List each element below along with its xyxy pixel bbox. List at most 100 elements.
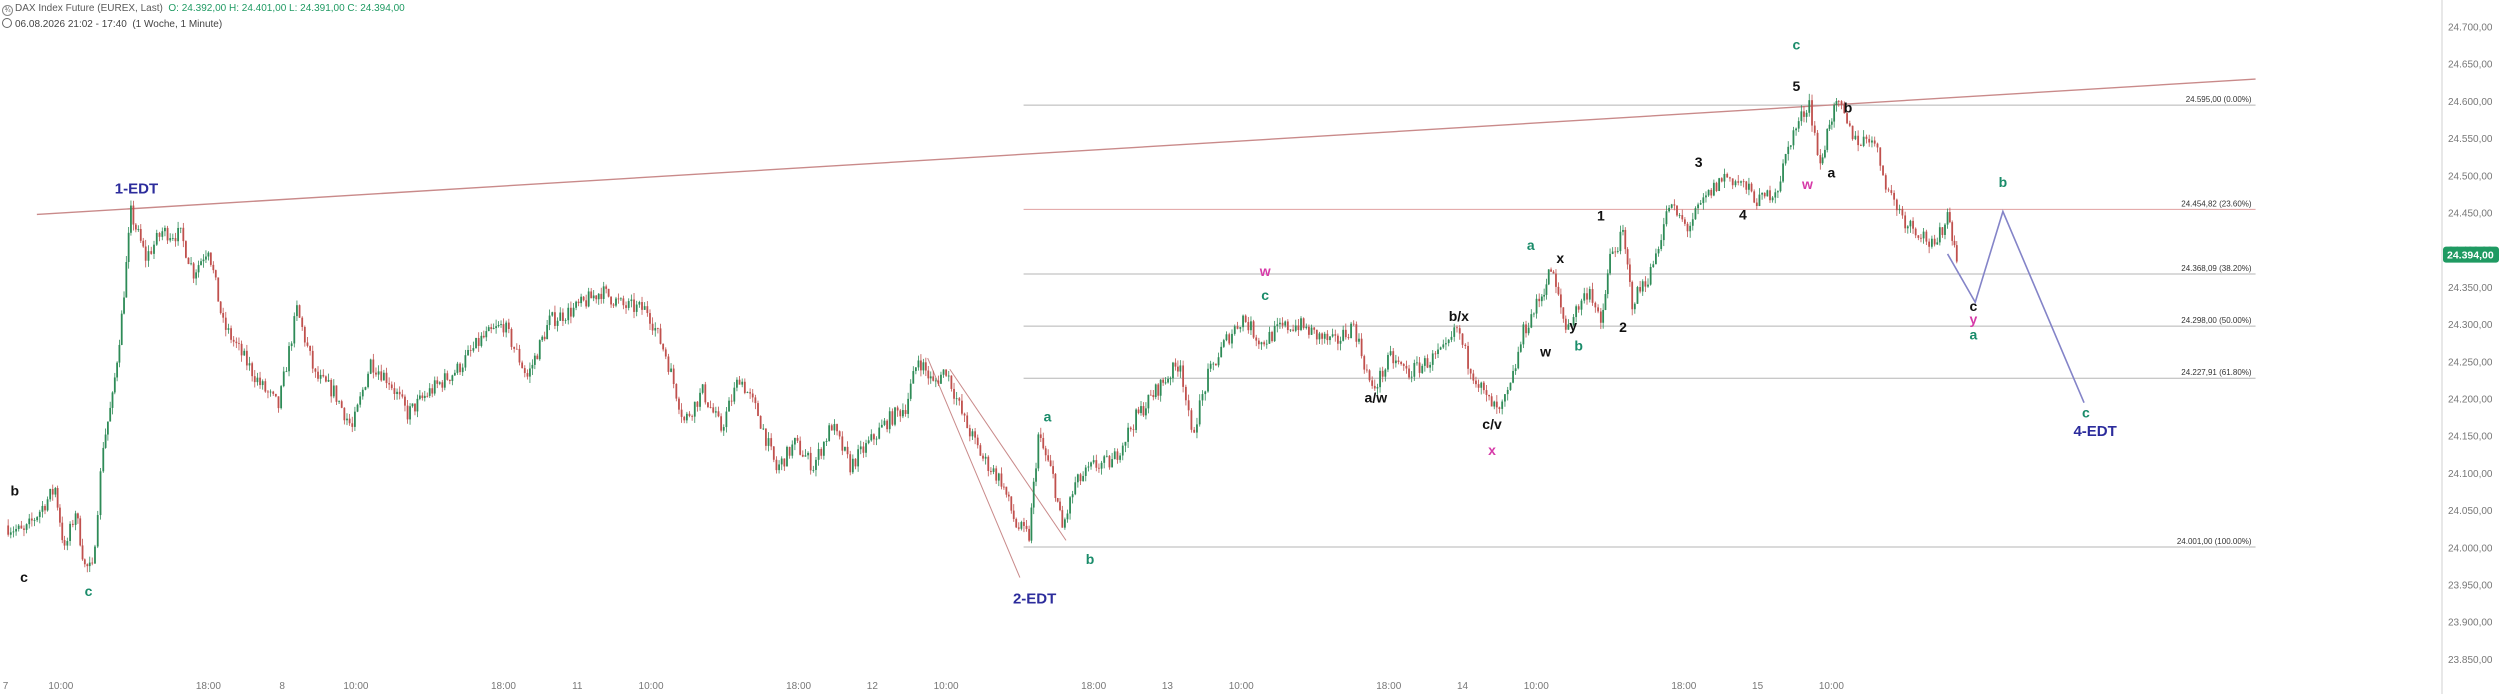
- candle-body: [1948, 212, 1951, 223]
- candle-body: [248, 363, 251, 366]
- candle-body: [1501, 401, 1504, 409]
- candle-body: [1397, 360, 1400, 362]
- candle-body: [285, 371, 288, 373]
- candle-body: [401, 394, 404, 397]
- timeframe: (1 Woche, 1 Minute): [132, 19, 223, 30]
- candle-body: [1527, 327, 1530, 334]
- candle-body: [436, 380, 439, 384]
- time-tick-label: 18:00: [786, 681, 811, 692]
- candle-body: [757, 403, 759, 416]
- candle-body: [1619, 231, 1622, 252]
- time-tick-label: 10:00: [343, 681, 368, 692]
- candle-body: [63, 540, 66, 546]
- candle-body: [253, 376, 256, 383]
- wave-label-c: c: [1969, 298, 1977, 314]
- price-tick-label: 24.200,00: [2448, 395, 2493, 406]
- candle-body: [791, 444, 794, 456]
- candle-body: [139, 228, 142, 241]
- symbol-title[interactable]: DAX Index Future (EUREX, Last): [15, 3, 163, 14]
- candle-body: [1533, 313, 1535, 315]
- candle-body: [1824, 149, 1826, 158]
- price-tick-label: 23.900,00: [2448, 618, 2493, 629]
- candle-body: [1113, 451, 1116, 460]
- candle-body: [1442, 344, 1445, 348]
- candle-body: [1699, 203, 1702, 205]
- candle-body: [541, 336, 544, 341]
- candle-body: [1826, 128, 1829, 150]
- candle-body: [245, 350, 248, 366]
- candle-body: [1373, 385, 1376, 389]
- candle-body: [672, 368, 675, 384]
- candle-body: [1787, 146, 1790, 155]
- candle-body: [317, 371, 319, 379]
- candle-body: [992, 468, 995, 472]
- candle-body: [1843, 104, 1846, 114]
- candle-body: [142, 240, 145, 247]
- candle-body: [120, 313, 123, 345]
- candle-body: [185, 241, 187, 258]
- candle-body: [1450, 336, 1453, 340]
- candle-body: [69, 523, 71, 542]
- candle-body: [1753, 191, 1756, 203]
- candle-body: [1813, 125, 1816, 133]
- candle-body: [1042, 437, 1045, 449]
- candle-body: [1835, 101, 1838, 106]
- candle-body: [1723, 173, 1726, 182]
- candle-body: [1726, 173, 1729, 178]
- candle-body: [1439, 347, 1442, 350]
- candle-body: [1882, 165, 1884, 176]
- candle-body: [680, 409, 683, 417]
- candle-body: [1925, 231, 1928, 242]
- candle-body: [1586, 293, 1588, 300]
- candle-body: [1639, 287, 1642, 292]
- candle-body: [485, 331, 488, 338]
- time-axis: 7 10:00 18:00 8 10:00 18:00 11 10:00 18:00 12 10:0…: [3, 681, 1845, 692]
- candle-body: [820, 449, 823, 456]
- candle-body: [259, 377, 261, 386]
- candle-body: [543, 336, 546, 340]
- candle-body: [515, 348, 518, 350]
- candle-body: [1103, 456, 1106, 463]
- candle-body: [554, 312, 556, 326]
- candle-body: [859, 446, 862, 450]
- candle-body: [1447, 339, 1450, 344]
- price-axis: 24.700,00 24.650,00 24.600,00 24.550,00 24.5…: [2441, 0, 2499, 694]
- candle-body: [217, 277, 220, 302]
- price-tick-label: 24.150,00: [2448, 432, 2493, 443]
- wave-label-1: 1: [1597, 207, 1605, 223]
- candle-body: [1572, 317, 1575, 325]
- candle-body: [1681, 215, 1684, 220]
- fib-level-label: 24.298,00 (50.00%): [2181, 316, 2252, 325]
- dax-logo-icon: ¾: [2, 5, 13, 16]
- candle-body: [428, 388, 431, 396]
- candle-body: [296, 305, 298, 317]
- candle-body: [1209, 363, 1212, 369]
- candle-body: [1263, 342, 1266, 345]
- candle-body: [433, 380, 436, 394]
- candle-body: [240, 343, 243, 356]
- candle-body: [1694, 208, 1697, 220]
- candle-body: [765, 428, 767, 446]
- candle-body: [192, 263, 195, 279]
- candle-body: [1402, 364, 1405, 366]
- time-tick-label: 10:00: [639, 681, 664, 692]
- candle-body: [1061, 510, 1064, 528]
- candle-body: [1879, 147, 1882, 166]
- price-tick-label: 24.350,00: [2448, 283, 2493, 294]
- candle-body: [1023, 522, 1025, 526]
- candle-body: [1816, 132, 1819, 156]
- candle-body: [1766, 190, 1769, 197]
- candle-body: [41, 505, 44, 512]
- candle-body: [74, 513, 77, 525]
- candle-body: [1745, 181, 1748, 190]
- candle-body: [361, 389, 364, 397]
- candle-body: [293, 316, 296, 344]
- candle-body: [54, 488, 57, 495]
- candle-body: [1355, 324, 1358, 342]
- candle-body: [1020, 522, 1023, 529]
- candle-body: [1469, 368, 1472, 374]
- candle-body: [801, 454, 804, 457]
- candle-body: [513, 346, 516, 349]
- candle-body: [7, 525, 10, 535]
